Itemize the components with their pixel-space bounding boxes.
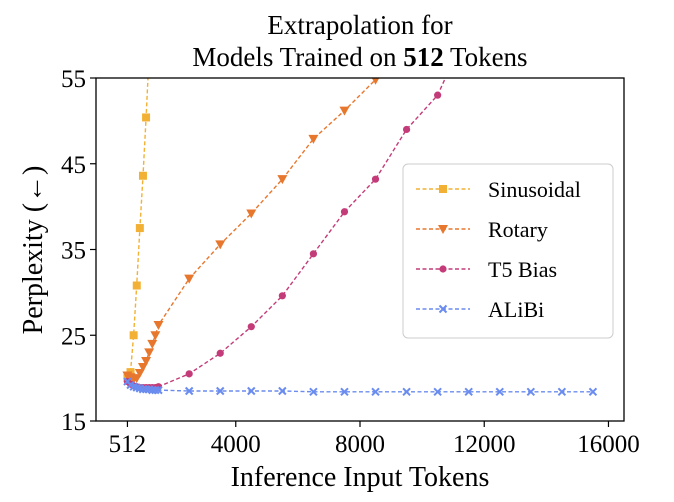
data-point-rotary	[150, 331, 161, 341]
data-point-t5-bias	[434, 91, 442, 99]
data-point-sinusoidal	[145, 48, 153, 56]
plot-frame	[95, 77, 625, 422]
data-point-t5-bias	[247, 323, 255, 331]
series-line-sinusoidal	[126, 78, 149, 379]
data-point-alibi	[247, 386, 256, 396]
data-point-t5-bias	[371, 175, 380, 183]
x-axis-label: Inference Input Tokens	[231, 462, 490, 493]
legend-box	[402, 163, 614, 339]
data-point-alibi	[557, 387, 567, 397]
data-point-rotary	[141, 356, 152, 366]
data-point-t5-bias	[340, 208, 349, 216]
chart-title-prefix: Models Trained on	[192, 42, 403, 72]
data-point-alibi	[151, 385, 160, 395]
data-point-rotary	[339, 106, 350, 116]
legend-label: Rotary	[488, 217, 548, 242]
axis-ticks: 512 4000 8000 12000 16000 15 25 35 45 55	[61, 66, 640, 458]
legend-label: ALiBi	[488, 297, 544, 322]
legend-item-rotary: Rotary	[416, 217, 548, 242]
data-point-alibi	[278, 386, 287, 396]
data-point-rotary	[277, 175, 288, 185]
x-tick-label: 512	[109, 431, 147, 458]
x-tick-label: 12000	[453, 431, 516, 458]
data-point-alibi	[138, 385, 148, 394]
data-point-rotary	[184, 274, 195, 284]
legend-item-alibi: ALiBi	[416, 297, 544, 322]
data-point-alibi	[154, 385, 163, 395]
series-line-rotary	[127, 78, 378, 380]
chart-title-suffix: Tokens	[444, 42, 528, 72]
data-point-rotary	[308, 134, 319, 144]
data-point-rotary	[144, 348, 155, 358]
data-point-sinusoidal	[142, 113, 151, 122]
series-sinusoidal	[123, 48, 153, 383]
data-point-sinusoidal	[132, 281, 141, 290]
y-tick-label: 15	[61, 409, 86, 436]
series-alibi	[123, 377, 598, 397]
data-point-t5-bias	[216, 349, 224, 357]
data-point-alibi	[216, 386, 225, 396]
legend: Sinusoidal Rotary T5 Bias ALiBi	[402, 163, 614, 339]
data-point-sinusoidal	[138, 171, 147, 180]
y-tick-label: 35	[61, 238, 86, 265]
chart-title-line2: Models Trained on 512 Tokens	[192, 42, 527, 72]
x-tick-label: 8000	[335, 431, 385, 458]
data-point-alibi	[141, 385, 151, 394]
series-rotary	[122, 78, 380, 384]
chart-title-bold: 512	[403, 42, 444, 72]
data-point-sinusoidal	[129, 331, 138, 340]
data-point-alibi	[148, 385, 157, 395]
data-point-t5-bias	[402, 125, 411, 134]
y-tick-label: 25	[61, 323, 86, 350]
y-axis-label: Perplexity (←)	[18, 166, 49, 335]
legend-swatch-marker	[439, 185, 447, 193]
data-point-rotary	[134, 368, 145, 378]
data-point-rotary	[147, 339, 158, 349]
y-tick-label: 45	[61, 152, 86, 179]
data-point-sinusoidal	[135, 224, 144, 233]
legend-item-t5-bias: T5 Bias	[416, 257, 557, 282]
x-tick-label: 4000	[211, 431, 261, 458]
data-point-alibi	[526, 387, 536, 397]
data-point-alibi	[588, 387, 598, 397]
x-tick-label: 16000	[577, 431, 640, 458]
legend-swatch-marker	[438, 304, 448, 314]
data-point-t5-bias	[278, 292, 286, 300]
data-point-alibi	[402, 387, 411, 397]
data-point-t5-bias	[309, 250, 318, 258]
data-point-alibi	[184, 386, 194, 396]
legend-swatch-marker	[439, 265, 447, 273]
data-point-t5-bias	[185, 370, 193, 378]
data-point-alibi	[464, 387, 473, 397]
data-point-alibi	[340, 387, 349, 397]
data-point-rotary	[371, 78, 380, 85]
data-point-rotary	[215, 240, 226, 250]
series-layer	[122, 48, 598, 397]
legend-label: T5 Bias	[488, 257, 557, 282]
data-point-alibi	[495, 387, 504, 397]
data-point-rotary	[246, 209, 257, 219]
legend-swatch-marker	[438, 225, 448, 234]
data-point-rotary	[153, 320, 164, 330]
chart-title-line1: Extrapolation for	[267, 10, 452, 40]
legend-label: Sinusoidal	[488, 177, 581, 202]
data-point-alibi	[433, 387, 442, 397]
data-point-alibi	[371, 387, 380, 397]
y-tick-label: 55	[61, 66, 86, 93]
data-point-alibi	[309, 387, 318, 397]
legend-item-sinusoidal: Sinusoidal	[416, 177, 581, 202]
series-line-alibi	[126, 381, 593, 393]
data-point-rotary	[137, 362, 148, 372]
